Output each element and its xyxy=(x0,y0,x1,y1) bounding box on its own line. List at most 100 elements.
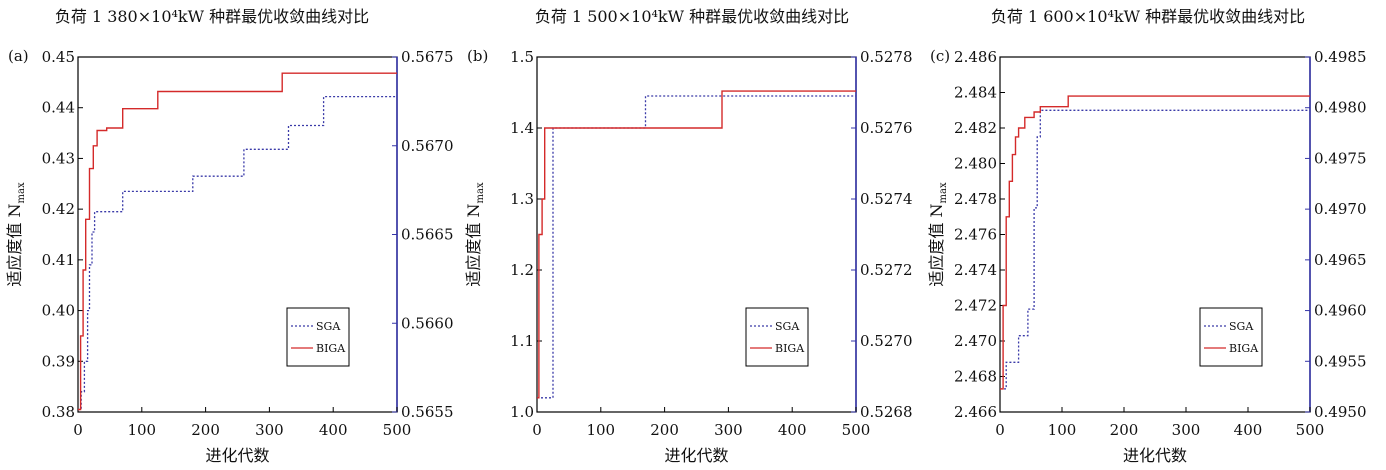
y-tick-label-left: 0.45 xyxy=(42,48,75,66)
y-axis-label-main: 适应度值 N xyxy=(5,204,24,287)
y-axis-label: 适应度值 Nmax xyxy=(927,182,949,287)
y-tick-label-right: 0.4955 xyxy=(1314,352,1367,370)
x-tick-label: 200 xyxy=(191,421,220,439)
x-tick-label: 400 xyxy=(319,421,348,439)
y-tick-label-left: 2.486 xyxy=(954,48,997,66)
legend-box xyxy=(286,307,350,367)
x-tick-label: 0 xyxy=(73,421,83,439)
x-tick-label: 100 xyxy=(1048,421,1077,439)
y-tick-label-right: 0.5278 xyxy=(860,48,913,66)
x-tick-label: 500 xyxy=(1296,421,1325,439)
panel-tag: (a) xyxy=(8,47,29,65)
y-tick-label-left: 1.2 xyxy=(510,261,534,279)
y-tick-label-left: 2.474 xyxy=(954,261,997,279)
series-line-sga xyxy=(1000,109,1310,390)
y-tick-label-right: 0.4965 xyxy=(1314,251,1367,269)
y-tick-label-left: 0.43 xyxy=(42,149,75,167)
y-tick-label-left: 0.38 xyxy=(42,403,75,421)
chart-title: 负荷 1 600×10⁴kW 种群最优收敛曲线对比 xyxy=(991,7,1305,26)
y-tick-label-left: 2.484 xyxy=(954,84,997,102)
x-tick-label: 300 xyxy=(255,421,284,439)
x-tick-label: 400 xyxy=(1234,421,1263,439)
x-tick-label: 0 xyxy=(995,421,1005,439)
y-tick-label-left: 2.482 xyxy=(954,119,997,137)
y-tick-label-right: 0.4970 xyxy=(1314,200,1367,218)
y-tick-label-right: 0.5670 xyxy=(401,137,454,155)
y-tick-label-right: 0.4985 xyxy=(1314,48,1367,66)
legend-label-sga: SGA xyxy=(1229,320,1254,333)
y-tick-label-right: 0.5268 xyxy=(860,403,913,421)
y-tick-label-left: 2.480 xyxy=(954,155,997,173)
x-tick-label: 500 xyxy=(383,421,412,439)
y-axis-label-main: 适应度值 N xyxy=(927,204,946,287)
y-axis-label-subscript: max xyxy=(938,182,949,203)
y-axis-label: 适应度值 Nmax xyxy=(5,182,27,287)
y-tick-label-right: 0.5274 xyxy=(860,190,913,208)
y-tick-label-left: 0.42 xyxy=(42,200,75,218)
panel-tag: (b) xyxy=(467,47,488,65)
y-tick-label-left: 0.39 xyxy=(42,352,75,370)
y-tick-label-left: 0.44 xyxy=(42,99,75,117)
x-axis-label: 进化代数 xyxy=(664,446,728,465)
x-tick-label: 200 xyxy=(650,421,679,439)
chart-panel-1: 负荷 1 380×10⁴kW 种群最优收敛曲线对比 (a) 0 100 200 300 40… xyxy=(5,7,454,465)
chart-panel-2: 负荷 1 500×10⁴kW 种群最优收敛曲线对比 (b) 0 100 200 300 40… xyxy=(464,7,913,465)
chart-title: 负荷 1 380×10⁴kW 种群最优收敛曲线对比 xyxy=(55,7,369,26)
y-tick-label-right: 0.5665 xyxy=(401,226,454,244)
y-tick-label-left: 2.470 xyxy=(954,332,997,350)
y-axis-label-subscript: max xyxy=(475,182,486,203)
y-tick-label-left: 0.40 xyxy=(42,302,75,320)
y-tick-label-left: 1.3 xyxy=(510,190,534,208)
y-tick-label-right: 0.4975 xyxy=(1314,149,1367,167)
legend-label-sga: SGA xyxy=(775,320,800,333)
y-tick-label-right: 0.5272 xyxy=(860,261,913,279)
y-tick-label-left: 2.476 xyxy=(954,226,997,244)
y-tick-label-left: 2.478 xyxy=(954,190,997,208)
legend: SGA BIGA xyxy=(286,307,350,367)
y-axis-label-subscript: max xyxy=(16,182,27,203)
y-tick-label-left: 2.472 xyxy=(954,297,997,315)
series-line-biga xyxy=(78,72,397,411)
x-tick-label: 300 xyxy=(714,421,743,439)
x-tick-label: 0 xyxy=(532,421,542,439)
y-tick-label-right: 0.5270 xyxy=(860,332,913,350)
y-tick-label-right: 0.5675 xyxy=(401,48,454,66)
legend-label-biga: BIGA xyxy=(316,342,346,355)
y-tick-label-right: 0.4960 xyxy=(1314,302,1367,320)
legend-box xyxy=(745,307,809,367)
x-tick-label: 200 xyxy=(1110,421,1139,439)
series-line-sga xyxy=(78,95,397,411)
x-tick-label: 500 xyxy=(842,421,871,439)
legend: SGA BIGA xyxy=(1199,307,1263,367)
x-axis-label: 进化代数 xyxy=(1123,446,1187,465)
chart-panel-3: 负荷 1 600×10⁴kW 种群最优收敛曲线对比 (c) 0 100 200 300 40… xyxy=(927,7,1367,465)
y-tick-label-left: 2.468 xyxy=(954,368,997,386)
legend-label-sga: SGA xyxy=(316,320,341,333)
legend-label-biga: BIGA xyxy=(775,342,805,355)
y-tick-label-left: 1.0 xyxy=(510,403,534,421)
y-tick-label-right: 0.5660 xyxy=(401,314,454,332)
x-tick-label: 400 xyxy=(778,421,807,439)
y-tick-label-right: 0.5655 xyxy=(401,403,454,421)
panel-tag: (c) xyxy=(930,47,950,65)
chart-title: 负荷 1 500×10⁴kW 种群最优收敛曲线对比 xyxy=(535,7,849,26)
legend: SGA BIGA xyxy=(745,307,809,367)
y-tick-label-right: 0.4950 xyxy=(1314,403,1367,421)
y-axis-label: 适应度值 Nmax xyxy=(464,182,486,287)
y-tick-label-right: 0.5276 xyxy=(860,119,913,137)
y-tick-label-right: 0.4980 xyxy=(1314,99,1367,117)
y-tick-label-left: 0.41 xyxy=(42,251,75,269)
x-tick-label: 300 xyxy=(1172,421,1201,439)
x-tick-label: 100 xyxy=(127,421,156,439)
y-tick-label-left: 1.4 xyxy=(510,119,534,137)
x-axis-label: 进化代数 xyxy=(205,446,269,465)
y-tick-label-left: 1.1 xyxy=(510,332,534,350)
legend-label-biga: BIGA xyxy=(1229,342,1259,355)
y-tick-label-left: 1.5 xyxy=(510,48,534,66)
x-tick-label: 100 xyxy=(586,421,615,439)
series-line-biga xyxy=(1000,95,1310,390)
series-line-biga xyxy=(537,90,856,399)
y-axis-label-main: 适应度值 N xyxy=(464,204,483,287)
legend-box xyxy=(1199,307,1263,367)
